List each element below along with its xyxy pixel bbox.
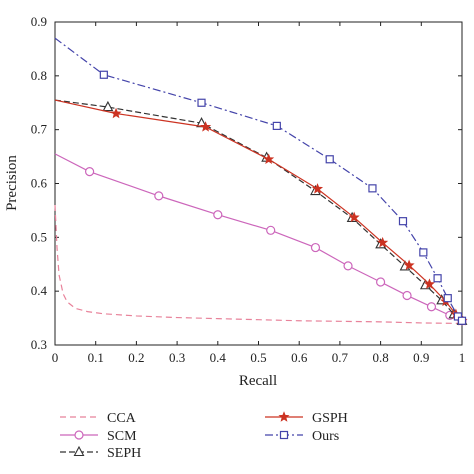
- series-line: [54, 205, 463, 325]
- y-tick-label: 0.7: [31, 122, 48, 137]
- circle-marker: [402, 290, 412, 301]
- y-tick-label: 0.8: [31, 68, 47, 83]
- series-line: [54, 99, 463, 322]
- square-marker: [419, 248, 428, 257]
- square-marker: [272, 121, 281, 130]
- legend-item-gsph: GSPH: [265, 411, 348, 426]
- series-line: [54, 37, 463, 322]
- plot-frame: [54, 21, 463, 346]
- y-tick-label: 0.3: [31, 337, 47, 352]
- square-marker: [443, 294, 452, 303]
- circle-marker: [343, 261, 353, 271]
- x-tick-label: 0: [52, 350, 59, 365]
- star-marker: [200, 121, 212, 132]
- axes: 0 0.1 0.2 0.3 0.4 0.5 0.6 0.7 0.8 0.9 1 0.3 0.4 0.5 0.…: [31, 14, 466, 365]
- y-tick-label: 0.5: [31, 229, 47, 244]
- circle-marker: [154, 191, 164, 201]
- x-tick-label: 0.1: [88, 350, 104, 365]
- legend: CCA SCM SEPH GSPH Ours: [60, 411, 348, 461]
- legend-item-seph: SEPH: [60, 445, 141, 461]
- x-tick-label: 1: [459, 350, 466, 365]
- x-tick-label: 0.3: [169, 350, 185, 365]
- star-marker: [278, 411, 290, 422]
- series-seph: [54, 99, 468, 325]
- legend-item-scm: SCM: [60, 429, 137, 444]
- x-tick-label: 0.2: [128, 350, 144, 365]
- legend-item-cca: CCA: [60, 411, 137, 426]
- series-scm: [54, 153, 467, 326]
- legend-label: SEPH: [107, 446, 141, 461]
- square-marker: [325, 155, 334, 164]
- legend-label: CCA: [107, 411, 137, 426]
- series-line: [54, 99, 463, 322]
- x-tick-label: 0.8: [372, 350, 388, 365]
- legend-label: GSPH: [312, 411, 348, 426]
- circle-marker: [376, 277, 386, 287]
- x-tick-label: 0.5: [250, 350, 266, 365]
- x-tick-label: 0.7: [332, 350, 349, 365]
- triangle-marker: [102, 100, 114, 112]
- star-marker: [403, 259, 415, 271]
- star-marker: [110, 107, 122, 119]
- square-marker: [457, 316, 467, 325]
- star-marker: [263, 153, 275, 164]
- square-marker: [368, 184, 377, 193]
- y-tick-label: 0.6: [31, 176, 48, 191]
- square-marker: [398, 217, 408, 226]
- y-tick-label: 0.4: [31, 283, 48, 298]
- square-marker: [433, 274, 442, 283]
- square-marker: [279, 430, 289, 440]
- legend-label: Ours: [312, 429, 339, 444]
- star-marker: [348, 211, 360, 223]
- star-marker: [311, 183, 324, 194]
- star-marker: [423, 278, 435, 289]
- square-marker: [99, 70, 108, 79]
- circle-marker: [266, 225, 276, 235]
- circle-marker: [426, 302, 437, 312]
- x-tick-label: 0.9: [413, 350, 429, 365]
- plot-series: [54, 37, 468, 326]
- x-axis-label: Recall: [239, 373, 277, 389]
- series-gsph: [54, 99, 468, 326]
- legend-item-ours: Ours: [265, 429, 339, 444]
- circle-marker: [213, 210, 223, 220]
- y-axis-label: Precision: [4, 155, 20, 211]
- legend-label: SCM: [107, 429, 137, 444]
- star-marker: [377, 236, 389, 248]
- series-cca: [54, 205, 463, 325]
- circle-marker: [310, 242, 321, 253]
- x-tick-label: 0.6: [291, 350, 308, 365]
- circle-marker: [84, 167, 95, 177]
- y-tick-label: 0.9: [31, 14, 47, 29]
- square-marker: [197, 98, 206, 107]
- circle-marker: [74, 430, 84, 440]
- series-line: [54, 153, 463, 322]
- series-ours: [54, 37, 467, 325]
- triangle-marker: [73, 445, 85, 457]
- x-tick-label: 0.4: [210, 350, 227, 365]
